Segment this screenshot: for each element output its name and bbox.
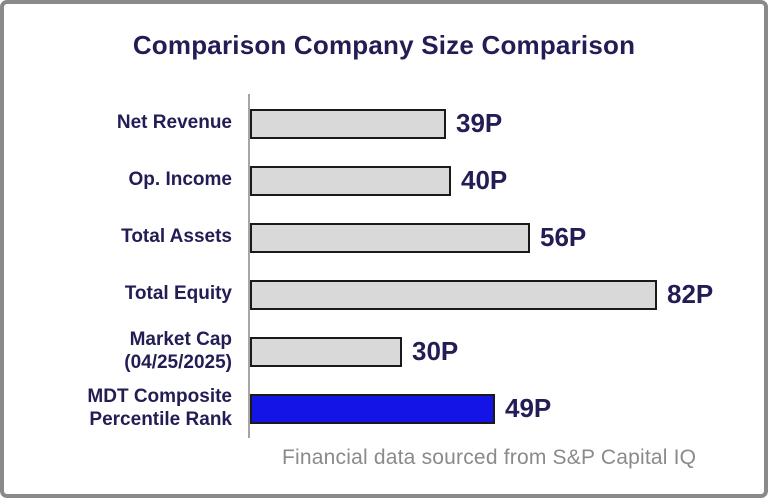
chart-title: Comparison Company Size Comparison [132, 30, 636, 60]
value-label: 39P [456, 108, 503, 138]
bar-row: Total Assets 56P [4, 209, 764, 266]
category-label: Market Cap (04/25/2025) [124, 328, 232, 373]
bar-row: Op. Income 40P [4, 152, 764, 209]
bar-track: 49P [250, 393, 551, 424]
bar-track: 40P [250, 165, 507, 196]
category-label: Net Revenue [116, 112, 232, 134]
value-label: 56P [540, 222, 587, 252]
bar-row: MDT Composite Percentile Rank 49P [4, 380, 764, 437]
value-label: 40P [461, 165, 508, 195]
bar-chart-plot-area: Net Revenue 39P Op. Income 40P Total Assets 5… [4, 94, 764, 438]
value-label: 30P [412, 336, 459, 366]
value-label: 49P [505, 393, 552, 423]
category-label: Total Equity [124, 283, 232, 305]
value-label: 82P [667, 279, 714, 309]
bar-0 [250, 108, 446, 139]
y-axis-line [248, 94, 250, 438]
bar-3 [250, 279, 657, 310]
bar-row: Total Equity 82P [4, 266, 764, 323]
bar-track: 39P [250, 108, 502, 139]
category-label: Total Assets [121, 226, 232, 248]
source-note: Financial data sourced from S&P Capital … [282, 446, 697, 469]
bar-row: Net Revenue 39P [4, 95, 764, 152]
bar-row: Market Cap (04/25/2025) 30P [4, 323, 764, 380]
bar-track: 82P [250, 279, 713, 310]
bar-5 [250, 393, 495, 424]
bar-rows: Net Revenue 39P Op. Income 40P Total Assets 5… [4, 95, 764, 437]
category-label: MDT Composite Percentile Rank [87, 385, 232, 430]
bar-2 [250, 222, 530, 253]
category-label: Op. Income [128, 169, 232, 191]
bar-1 [250, 165, 451, 196]
bar-track: 30P [250, 336, 458, 367]
bar-4 [250, 336, 402, 367]
bar-track: 56P [250, 222, 586, 253]
